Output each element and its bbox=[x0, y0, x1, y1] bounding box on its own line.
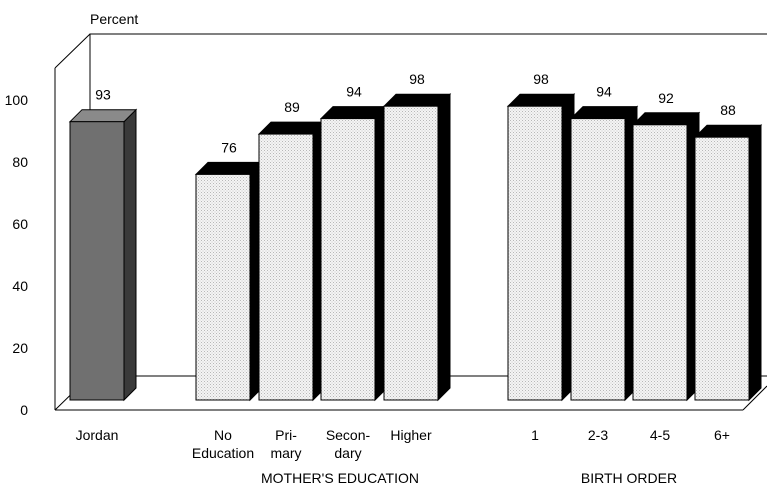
bar-top bbox=[257, 121, 327, 135]
wall-top-edge bbox=[54, 33, 91, 69]
value-label: 88 bbox=[720, 102, 736, 118]
category-label: Pri-mary bbox=[270, 427, 301, 461]
y-tick-label: 20 bbox=[12, 340, 28, 356]
y-axis-label: Percent bbox=[90, 11, 138, 27]
bar bbox=[257, 120, 327, 402]
category-label-line: 6+ bbox=[714, 427, 730, 443]
value-label: 92 bbox=[658, 90, 674, 106]
bar-side bbox=[123, 108, 137, 402]
category-label: No Education bbox=[192, 427, 254, 461]
group-label: MOTHER'S EDUCATION bbox=[261, 470, 419, 486]
category-label-line: Pri- bbox=[275, 427, 297, 443]
bar bbox=[569, 105, 639, 402]
y-axis-ticks: 0 20 40 60 80 100 bbox=[5, 92, 29, 418]
bar bbox=[693, 123, 763, 402]
bar-side bbox=[437, 92, 451, 402]
bar-front bbox=[383, 105, 439, 401]
category-label: Secon-dary bbox=[326, 427, 371, 461]
category-label: 6+ bbox=[714, 427, 730, 443]
bar-top bbox=[693, 124, 763, 138]
value-labels: 93 76 89 94 98 98 94 92 88 bbox=[95, 71, 736, 155]
bar-top bbox=[569, 106, 639, 120]
y-tick-label: 0 bbox=[20, 402, 28, 418]
bar-front bbox=[694, 136, 750, 401]
bar-top bbox=[194, 161, 264, 175]
category-labels: Jordan No Education Pri-mary Secon-dary Highe… bbox=[76, 427, 730, 461]
bar-top bbox=[506, 93, 576, 107]
category-label-line: 2-3 bbox=[588, 427, 608, 443]
floor-right-edge bbox=[742, 385, 767, 411]
bar bbox=[319, 105, 389, 402]
bar-front bbox=[69, 121, 125, 401]
bar-front bbox=[570, 118, 626, 401]
bar bbox=[194, 161, 264, 402]
bar-top bbox=[631, 112, 701, 126]
category-label-line: 4-5 bbox=[650, 427, 670, 443]
category-label-line: Education bbox=[192, 445, 254, 461]
bar bbox=[68, 108, 138, 402]
category-label-line: dary bbox=[334, 445, 361, 461]
bar-top bbox=[382, 93, 452, 107]
value-label: 94 bbox=[596, 84, 612, 100]
bar-front bbox=[320, 118, 376, 401]
value-label: 76 bbox=[221, 139, 237, 155]
category-label: 4-5 bbox=[650, 427, 670, 443]
bar-front bbox=[195, 173, 251, 401]
category-label-line: Jordan bbox=[76, 427, 119, 443]
bar-side bbox=[748, 123, 762, 402]
bars bbox=[68, 92, 763, 402]
bar bbox=[506, 92, 576, 402]
group-labels: MOTHER'S EDUCATION BIRTH ORDER bbox=[261, 470, 677, 486]
bar bbox=[382, 92, 452, 402]
group-label: BIRTH ORDER bbox=[581, 470, 677, 486]
category-label-line: Secon- bbox=[326, 427, 371, 443]
bar-front bbox=[507, 105, 563, 401]
bar-top bbox=[319, 106, 389, 120]
value-label: 89 bbox=[284, 99, 300, 115]
value-label: 98 bbox=[409, 71, 425, 87]
y-tick-label: 40 bbox=[12, 278, 28, 294]
y-tick-label: 80 bbox=[12, 154, 28, 170]
category-label-line: 1 bbox=[531, 427, 539, 443]
value-label: 94 bbox=[346, 84, 362, 100]
bar bbox=[631, 111, 701, 402]
category-label-line: No bbox=[214, 427, 232, 443]
category-label: Higher bbox=[390, 427, 432, 443]
bar-front bbox=[632, 124, 688, 401]
category-label-line: Higher bbox=[390, 427, 432, 443]
bar-front bbox=[258, 133, 314, 401]
y-tick-label: 60 bbox=[12, 216, 28, 232]
category-label: 2-3 bbox=[588, 427, 608, 443]
category-label: 1 bbox=[531, 427, 539, 443]
category-label-line: mary bbox=[270, 445, 301, 461]
category-label: Jordan bbox=[76, 427, 119, 443]
bar-top bbox=[68, 109, 138, 123]
value-label: 93 bbox=[95, 87, 111, 103]
value-label: 98 bbox=[533, 71, 549, 87]
y-tick-label: 100 bbox=[5, 92, 29, 108]
